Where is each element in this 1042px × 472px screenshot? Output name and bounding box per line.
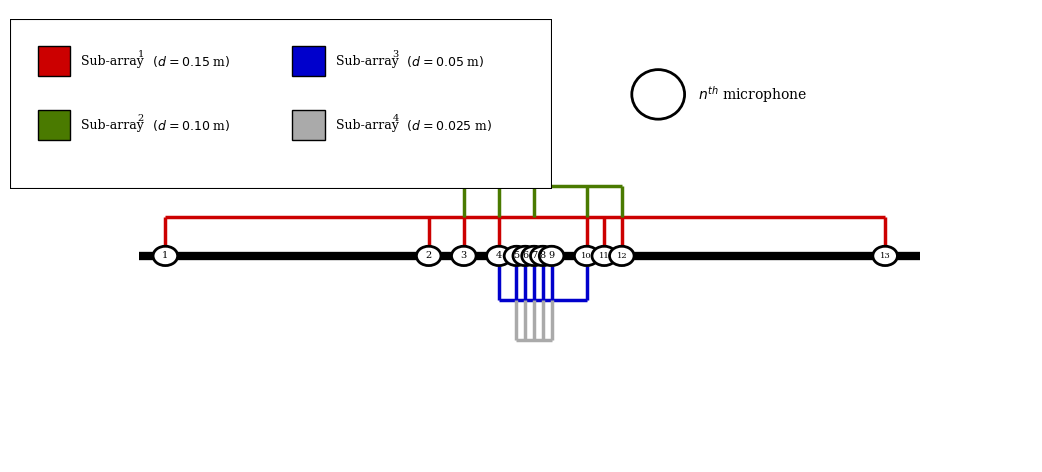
Text: $(d = 0.10$ m$)$: $(d = 0.10$ m$)$	[149, 118, 230, 133]
Text: 5: 5	[514, 252, 520, 261]
Text: Sub-array: Sub-array	[81, 118, 144, 132]
Text: 11: 11	[599, 252, 610, 260]
Text: 12: 12	[617, 252, 627, 260]
Text: 10: 10	[581, 252, 592, 260]
Text: 8: 8	[540, 252, 546, 261]
FancyBboxPatch shape	[292, 110, 325, 140]
Text: Sub-array: Sub-array	[81, 55, 144, 68]
FancyBboxPatch shape	[38, 110, 70, 140]
Text: 9: 9	[548, 252, 554, 261]
FancyBboxPatch shape	[10, 19, 552, 189]
Ellipse shape	[574, 246, 599, 266]
Ellipse shape	[504, 246, 528, 266]
Text: $n$: $n$	[653, 88, 663, 101]
Text: Sub-array: Sub-array	[336, 118, 398, 132]
FancyBboxPatch shape	[38, 47, 70, 76]
Text: $(d = 0.05$ m$)$: $(d = 0.05$ m$)$	[403, 54, 485, 69]
Text: $(d = 0.025$ m$)$: $(d = 0.025$ m$)$	[403, 118, 493, 133]
Ellipse shape	[540, 246, 564, 266]
Text: $n^{th}$ microphone: $n^{th}$ microphone	[698, 84, 808, 105]
Ellipse shape	[873, 246, 897, 266]
Text: 2: 2	[138, 114, 144, 123]
Ellipse shape	[631, 69, 685, 119]
Text: 6: 6	[522, 252, 528, 261]
Text: $(d = 0.15$ m$)$: $(d = 0.15$ m$)$	[149, 54, 230, 69]
Ellipse shape	[610, 246, 635, 266]
Text: 1: 1	[163, 252, 169, 261]
Text: 1: 1	[138, 50, 144, 59]
Ellipse shape	[530, 246, 555, 266]
Text: 2: 2	[425, 252, 431, 261]
FancyBboxPatch shape	[292, 47, 325, 76]
Text: 4: 4	[393, 114, 399, 123]
Text: 3: 3	[461, 252, 467, 261]
Text: 7: 7	[531, 252, 537, 261]
Ellipse shape	[417, 246, 441, 266]
Ellipse shape	[487, 246, 512, 266]
Text: 4: 4	[496, 252, 502, 261]
Text: 13: 13	[879, 252, 891, 260]
Text: 3: 3	[393, 50, 399, 59]
Ellipse shape	[592, 246, 617, 266]
Ellipse shape	[513, 246, 538, 266]
Text: Sub-array: Sub-array	[336, 55, 398, 68]
Ellipse shape	[522, 246, 546, 266]
Ellipse shape	[451, 246, 476, 266]
Ellipse shape	[153, 246, 177, 266]
